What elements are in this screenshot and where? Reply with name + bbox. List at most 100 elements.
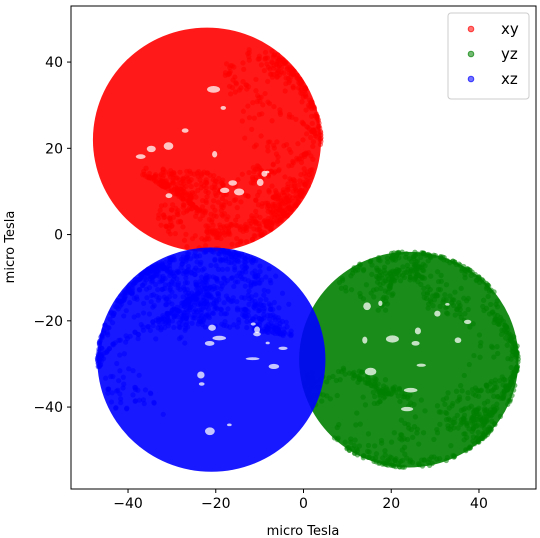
data-point bbox=[400, 264, 406, 270]
data-point bbox=[446, 405, 452, 411]
data-point bbox=[209, 219, 215, 225]
data-point bbox=[469, 420, 476, 426]
data-point bbox=[286, 163, 292, 169]
data-point bbox=[451, 425, 457, 431]
data-point bbox=[350, 270, 356, 276]
data-point bbox=[495, 350, 501, 357]
data-point bbox=[386, 285, 392, 292]
data-point bbox=[202, 179, 208, 185]
data-point bbox=[462, 311, 468, 317]
data-point bbox=[212, 256, 218, 262]
data-point bbox=[110, 312, 116, 318]
data-point bbox=[158, 222, 164, 228]
data-point bbox=[425, 305, 431, 311]
data-point bbox=[286, 70, 292, 76]
data-point bbox=[225, 231, 231, 237]
data-point bbox=[118, 298, 124, 305]
data-point bbox=[196, 318, 203, 324]
data-point bbox=[286, 301, 292, 307]
data-point bbox=[418, 254, 424, 260]
data-point bbox=[221, 322, 227, 329]
y-tick-label: 20 bbox=[45, 141, 63, 157]
data-point bbox=[372, 393, 378, 400]
data-point bbox=[253, 292, 259, 298]
data-point bbox=[217, 231, 223, 238]
data-point bbox=[137, 287, 143, 293]
data-point bbox=[352, 437, 358, 443]
data-point bbox=[235, 213, 241, 220]
data-point bbox=[396, 464, 403, 470]
legend: xy yz xz bbox=[447, 12, 530, 100]
data-point bbox=[212, 190, 218, 197]
data-point bbox=[183, 192, 189, 198]
data-point bbox=[260, 102, 266, 108]
data-point bbox=[256, 226, 262, 232]
data-point bbox=[430, 293, 436, 299]
data-point bbox=[163, 259, 169, 265]
data-point bbox=[180, 196, 186, 203]
data-point bbox=[218, 207, 224, 214]
data-point bbox=[275, 196, 281, 202]
data-point bbox=[465, 395, 471, 401]
data-point bbox=[267, 220, 273, 226]
data-point bbox=[218, 258, 224, 264]
data-point bbox=[283, 319, 289, 325]
data-point bbox=[388, 439, 395, 445]
data-point bbox=[103, 375, 109, 381]
data-point bbox=[181, 237, 188, 243]
data-point bbox=[222, 280, 228, 286]
data-point bbox=[443, 457, 449, 464]
data-point bbox=[388, 455, 394, 461]
y-tick-label: −20 bbox=[33, 314, 63, 330]
data-point bbox=[235, 177, 241, 183]
point-gap bbox=[220, 187, 230, 194]
data-point bbox=[275, 154, 281, 160]
data-point bbox=[197, 253, 203, 259]
data-point bbox=[94, 355, 101, 361]
data-point bbox=[195, 312, 201, 318]
data-point bbox=[338, 285, 345, 291]
data-point bbox=[334, 392, 340, 399]
data-point bbox=[165, 323, 171, 329]
data-point bbox=[155, 287, 161, 293]
data-point bbox=[463, 268, 470, 274]
data-point bbox=[203, 243, 209, 249]
data-point bbox=[269, 74, 276, 80]
data-point bbox=[455, 425, 461, 431]
data-point bbox=[273, 188, 279, 194]
x-tick-label: 20 bbox=[382, 496, 400, 512]
data-point bbox=[295, 85, 302, 91]
data-point bbox=[270, 194, 276, 200]
data-point bbox=[360, 394, 366, 400]
data-point bbox=[256, 111, 262, 118]
data-point bbox=[494, 304, 501, 310]
data-point bbox=[371, 458, 377, 465]
data-point bbox=[176, 320, 182, 326]
data-point bbox=[253, 213, 259, 219]
data-point bbox=[284, 324, 290, 330]
data-point bbox=[336, 422, 342, 428]
x-tick-label: 40 bbox=[470, 496, 488, 512]
data-point bbox=[326, 375, 332, 381]
data-point bbox=[240, 108, 246, 114]
series-xy bbox=[92, 27, 324, 252]
data-point bbox=[239, 251, 245, 257]
data-point bbox=[102, 322, 108, 328]
data-point bbox=[162, 285, 168, 291]
data-point bbox=[396, 386, 403, 393]
data-point bbox=[270, 162, 276, 168]
data-point bbox=[167, 231, 173, 237]
data-point bbox=[199, 204, 206, 210]
data-point bbox=[203, 188, 209, 195]
data-point bbox=[452, 416, 458, 422]
data-point bbox=[160, 411, 166, 417]
data-point bbox=[121, 313, 127, 319]
data-point bbox=[175, 269, 181, 275]
data-point bbox=[192, 233, 198, 239]
data-point bbox=[174, 309, 181, 315]
data-point bbox=[233, 81, 240, 87]
data-point bbox=[238, 199, 244, 205]
data-point bbox=[161, 179, 167, 186]
data-point bbox=[365, 431, 372, 437]
data-point bbox=[109, 320, 116, 326]
